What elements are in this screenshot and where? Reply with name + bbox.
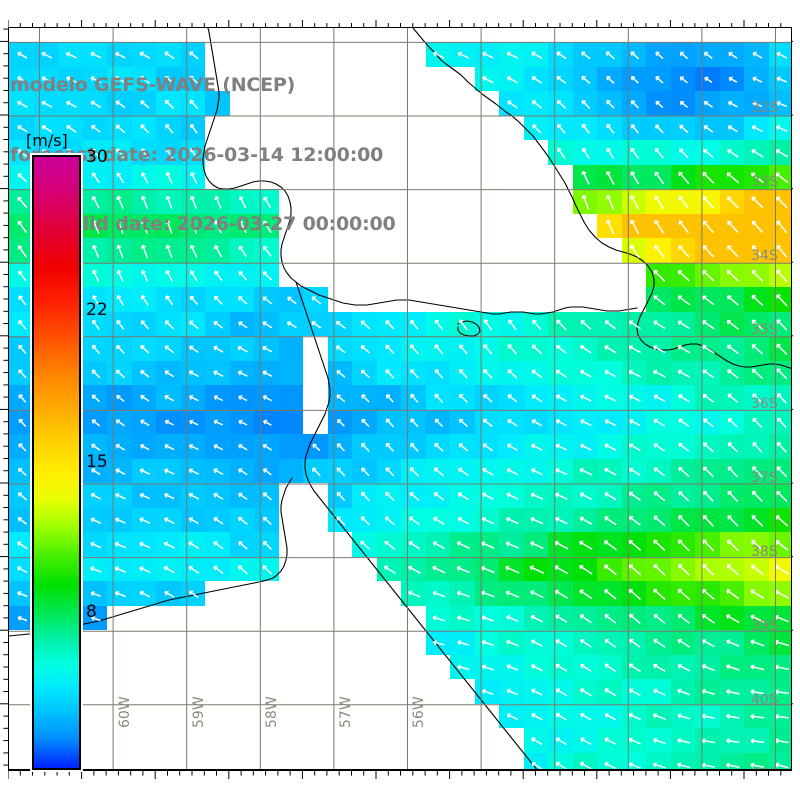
bottom-axis-ruler [8, 770, 792, 779]
wind-speed-raster-canvas [9, 28, 791, 769]
colorbar-tick-label: 8 [86, 602, 97, 622]
wind-speed-raster [9, 28, 791, 769]
map-plot-area[interactable]: 61W60W59W58W57W56W32S33S34S35S36S37S38S3… [8, 27, 792, 770]
colorbar-tick-label: 30 [86, 147, 108, 167]
colorbar-gradient [32, 155, 81, 770]
colorbar-tick-label: 22 [86, 300, 108, 320]
colorbar-tick-label: 15 [86, 452, 108, 472]
colorbar-units-label: [m/s] [26, 131, 68, 150]
colorbar[interactable] [30, 153, 83, 772]
